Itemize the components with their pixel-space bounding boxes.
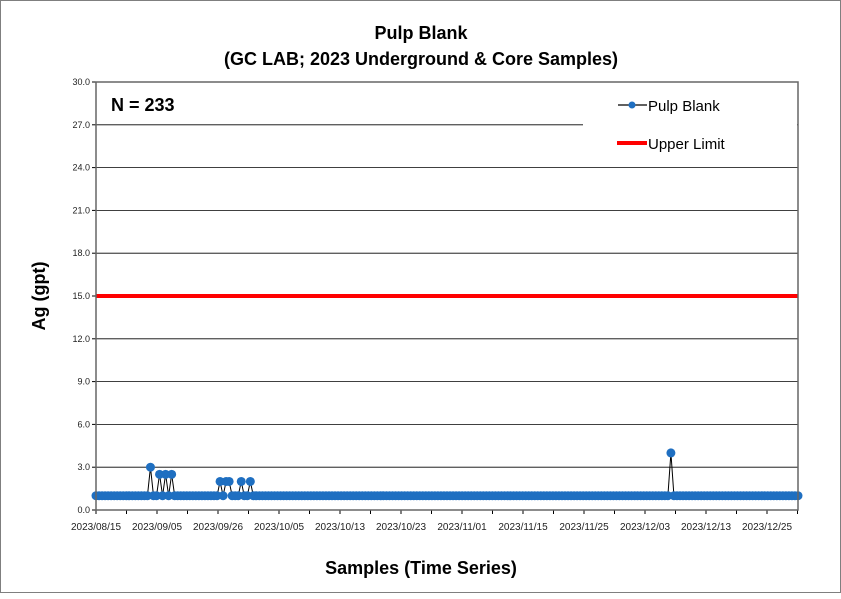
- x-tick-label: 2023/12/25: [742, 522, 792, 533]
- pulp-blank-point: [236, 476, 246, 486]
- y-tick-label: 30.0: [72, 77, 90, 87]
- pulp-blank-point: [666, 448, 676, 458]
- legend: Pulp Blank Upper Limit: [583, 87, 797, 167]
- x-tick-label: 2023/11/01: [437, 522, 487, 533]
- y-tick-label: 15.0: [72, 291, 90, 301]
- legend-pulp-blank-label: Pulp Blank: [648, 98, 720, 115]
- x-tick-label: 2023/10/23: [376, 522, 426, 533]
- y-tick-label: 21.0: [72, 205, 90, 215]
- y-tick-label: 0.0: [77, 505, 90, 515]
- plot-frame: [95, 81, 799, 511]
- pulp-blank-point: [224, 476, 234, 486]
- legend-box: [583, 87, 797, 167]
- y-tick-label: 24.0: [72, 163, 90, 173]
- x-tick-label: 2023/12/03: [620, 522, 670, 533]
- y-tick-label: 27.0: [72, 120, 90, 130]
- y-tick-label: 18.0: [72, 248, 90, 258]
- legend-upper-limit-label: Upper Limit: [648, 136, 726, 153]
- legend-pulp-blank-marker: [628, 101, 636, 109]
- y-tick-label: 9.0: [77, 377, 90, 387]
- x-axis-label: Samples (Time Series): [325, 558, 517, 578]
- x-tick-label: 2023/12/13: [681, 522, 731, 533]
- x-tick-label: 2023/09/05: [132, 522, 182, 533]
- chart-subtitle: (GC LAB; 2023 Underground & Core Samples…: [224, 49, 618, 69]
- x-tick-label: 2023/11/15: [498, 522, 548, 533]
- chart-title: Pulp Blank: [374, 23, 468, 43]
- x-tick-label: 2023/09/26: [193, 522, 243, 533]
- x-tick-label: 2023/10/05: [254, 522, 304, 533]
- x-tick-label: 2023/10/13: [315, 522, 365, 533]
- n-annotation: N = 233: [111, 95, 175, 115]
- x-tick-label: 2023/11/25: [559, 522, 609, 533]
- pulp-blank-point: [145, 462, 155, 472]
- y-tick-label: 3.0: [77, 462, 90, 472]
- y-tick-label: 12.0: [72, 334, 90, 344]
- y-tick-label: 6.0: [77, 419, 90, 429]
- y-axis-label: Ag (gpt): [29, 262, 49, 331]
- pulp-blank-point: [218, 491, 228, 501]
- pulp-blank-point: [167, 469, 177, 479]
- pulp-blank-point: [245, 476, 255, 486]
- pulp-blank-line: [96, 452, 798, 497]
- x-tick-label: 2023/08/15: [71, 522, 121, 533]
